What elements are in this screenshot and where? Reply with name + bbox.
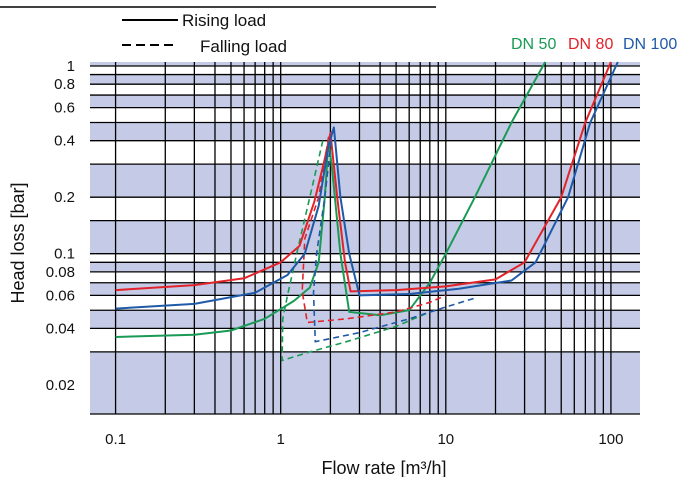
band <box>90 122 640 141</box>
series-legend-dn100: DN 100 <box>623 36 677 53</box>
y-tick-label: 0.8 <box>54 76 75 93</box>
series-legend: DN 50 DN 80 DN 100 <box>511 36 677 53</box>
band <box>90 351 640 414</box>
y-tick-label: 0.06 <box>46 287 75 304</box>
background-bands <box>90 62 640 414</box>
band <box>90 220 640 254</box>
x-axis-label: Flow rate [m³/h] <box>321 458 446 477</box>
style-legend: Rising load Falling load <box>122 11 287 56</box>
grid-lines <box>90 62 640 415</box>
curve-dn80-rising <box>115 61 612 293</box>
series-legend-dn50: DN 50 <box>511 36 556 53</box>
curve-dn80-falling <box>301 136 447 324</box>
y-tick-label: 0.4 <box>54 133 75 150</box>
y-tick-label: 1 <box>67 58 75 75</box>
curves <box>115 61 619 362</box>
curve-dn100-rising <box>115 61 619 310</box>
band <box>90 62 640 66</box>
y-tick-labels: 0.02 0.04 0.06 0.080.1 0.2 0.4 0.6 0.81 <box>46 58 75 394</box>
y-tick-label: 0.2 <box>54 189 75 206</box>
curve-dn50-falling <box>281 140 431 362</box>
x-tick-label: 0.1 <box>105 431 126 448</box>
band <box>90 95 640 108</box>
legend-falling-label: Falling load <box>200 37 287 56</box>
band <box>90 282 640 296</box>
y-tick-label: 0.02 <box>46 377 75 394</box>
y-tick-label: 0.1 <box>54 246 75 263</box>
x-tick-labels: 0.1 1 10 100 <box>105 431 623 448</box>
band <box>90 164 640 198</box>
series-legend-dn80: DN 80 <box>568 36 613 53</box>
x-tick-label: 100 <box>598 431 623 448</box>
x-tick-label: 1 <box>277 431 285 448</box>
curve-dn100-falling <box>312 131 476 343</box>
y-tick-label: 0.6 <box>54 100 75 117</box>
band <box>90 262 640 272</box>
band <box>90 310 640 329</box>
y-tick-label: 0.04 <box>46 320 75 337</box>
legend-rising-label: Rising load <box>182 11 266 30</box>
band <box>90 74 640 85</box>
y-axis-label: Head loss [bar] <box>8 182 28 303</box>
curve-dn50-rising <box>115 61 547 338</box>
y-tick-label: 0.08 <box>46 264 75 281</box>
x-tick-label: 10 <box>437 431 454 448</box>
